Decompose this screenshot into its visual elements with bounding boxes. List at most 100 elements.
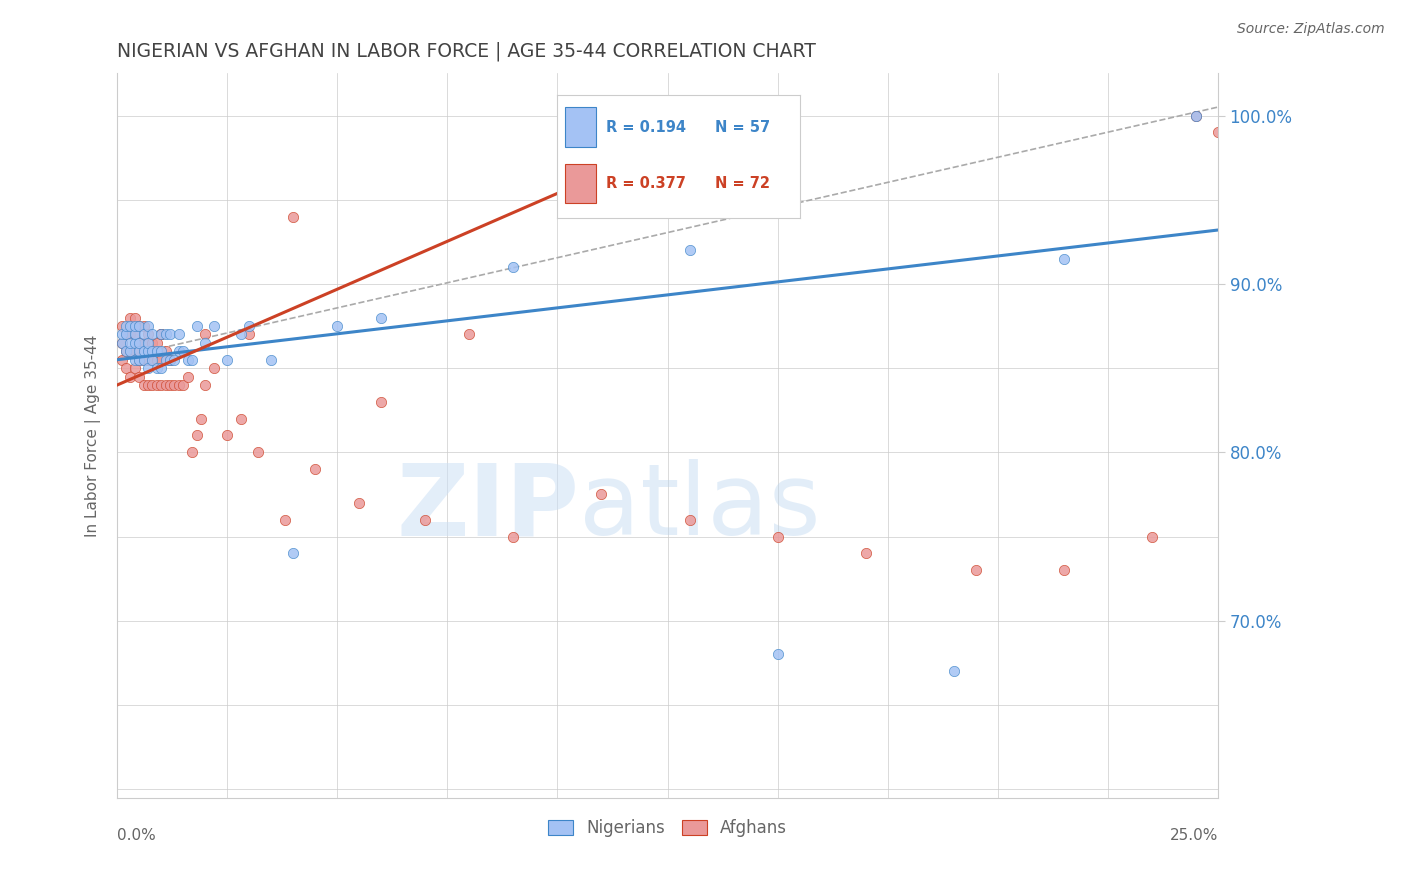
Point (167, 327, 190, 342)
Point (186, 319, 208, 334)
Point (163, 352, 186, 367)
Point (111, 352, 134, 367)
Point (159, 352, 181, 367)
Point (855, 546, 877, 560)
Point (1184, 109, 1206, 123)
Point (120, 344, 142, 359)
Point (238, 319, 260, 334)
Point (128, 319, 150, 334)
Point (181, 352, 204, 367)
Point (190, 411, 212, 425)
Point (146, 378, 169, 392)
Point (326, 319, 349, 334)
Point (177, 352, 200, 367)
Y-axis label: In Labor Force | Age 35-44: In Labor Force | Age 35-44 (86, 334, 101, 537)
Point (146, 352, 169, 367)
Point (128, 352, 150, 367)
Point (120, 310, 142, 325)
Point (128, 352, 150, 367)
Point (1140, 530, 1163, 544)
Point (502, 530, 524, 544)
Point (115, 344, 138, 359)
Point (172, 344, 194, 359)
Point (283, 546, 305, 560)
Point (229, 411, 252, 425)
Point (136, 335, 159, 350)
Point (150, 327, 173, 342)
Point (150, 327, 173, 342)
Point (111, 327, 134, 342)
Point (132, 327, 155, 342)
Point (120, 327, 142, 342)
Point (115, 327, 138, 342)
Legend: Nigerians, Afghans: Nigerians, Afghans (541, 813, 794, 844)
Point (132, 352, 155, 367)
Point (132, 319, 155, 334)
Point (120, 369, 142, 384)
Point (120, 335, 142, 350)
Point (159, 352, 181, 367)
Point (128, 335, 150, 350)
Point (136, 378, 159, 392)
Point (273, 513, 295, 527)
Point (115, 327, 138, 342)
Text: ZIP: ZIP (396, 459, 579, 557)
Text: Source: ZipAtlas.com: Source: ZipAtlas.com (1237, 22, 1385, 37)
Point (124, 335, 146, 350)
Point (194, 327, 217, 342)
Point (124, 310, 146, 325)
Point (155, 378, 177, 392)
Point (150, 352, 173, 367)
Point (177, 369, 200, 384)
Point (304, 462, 326, 476)
Point (150, 378, 173, 392)
Point (136, 352, 159, 367)
Point (124, 327, 146, 342)
Point (1053, 563, 1076, 577)
Point (1206, 125, 1229, 139)
Point (128, 369, 150, 384)
Point (141, 327, 163, 342)
Point (370, 394, 392, 409)
Text: 25.0%: 25.0% (1170, 828, 1218, 843)
Point (128, 335, 150, 350)
Point (146, 361, 169, 376)
Point (163, 378, 186, 392)
Point (678, 244, 700, 258)
Point (141, 335, 163, 350)
Point (194, 378, 217, 392)
Point (141, 352, 163, 367)
Point (159, 378, 181, 392)
Point (124, 344, 146, 359)
Point (120, 344, 142, 359)
Point (132, 335, 155, 350)
Point (965, 563, 987, 577)
Point (238, 327, 260, 342)
Point (141, 378, 163, 392)
Point (115, 344, 138, 359)
Point (141, 352, 163, 367)
Point (146, 344, 169, 359)
Point (370, 310, 392, 325)
Point (723, 159, 745, 173)
Text: NIGERIAN VS AFGHAN IN LABOR FORCE | AGE 35-44 CORRELATION CHART: NIGERIAN VS AFGHAN IN LABOR FORCE | AGE … (117, 42, 815, 62)
Point (115, 319, 138, 334)
Point (678, 513, 700, 527)
Point (591, 487, 613, 501)
Point (155, 352, 177, 367)
Point (181, 445, 204, 459)
Point (415, 513, 437, 527)
Point (155, 327, 177, 342)
Point (229, 327, 252, 342)
Point (146, 335, 169, 350)
Point (132, 352, 155, 367)
Point (1053, 252, 1076, 266)
Point (111, 335, 134, 350)
Point (260, 352, 283, 367)
Point (766, 648, 789, 662)
Point (591, 176, 613, 190)
Point (186, 428, 208, 442)
Point (120, 319, 142, 334)
Point (124, 361, 146, 376)
Point (150, 327, 173, 342)
